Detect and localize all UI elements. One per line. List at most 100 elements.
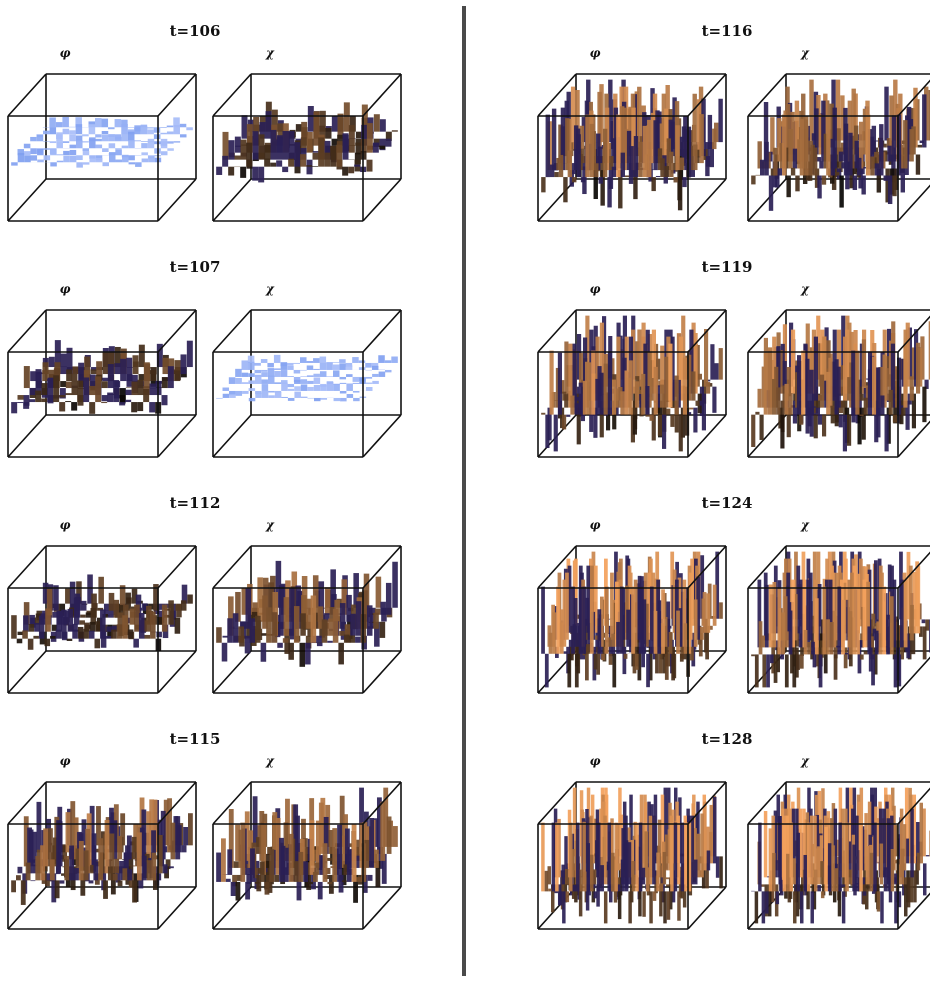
box-edge [747, 545, 787, 589]
surface-patch [380, 601, 386, 615]
surface-patch [303, 861, 309, 882]
surface-patch [55, 629, 62, 639]
surface-patch [568, 343, 573, 408]
surface-patch [286, 362, 294, 366]
surface-patch [306, 131, 313, 153]
time-label: t=119 [701, 258, 753, 276]
surface-patch [43, 148, 50, 150]
surface-patch [104, 820, 110, 874]
surface-patch [602, 128, 608, 178]
surface-patch [754, 654, 759, 688]
surface-patch [59, 402, 66, 412]
surface-patch [354, 164, 361, 167]
surface-patch [261, 390, 269, 398]
surface-patch [922, 626, 927, 660]
surface-patch [693, 407, 698, 433]
surface-patch [50, 162, 57, 167]
surface-patch [631, 586, 635, 654]
surface-patch [136, 832, 142, 881]
surface-patch [386, 816, 392, 854]
surface-patch [289, 588, 295, 636]
surface-patch [134, 140, 142, 142]
surface-patch [610, 852, 615, 892]
surface-patch [108, 152, 116, 163]
surface-patch [216, 397, 223, 399]
box-edge [687, 650, 727, 694]
surface-patch [310, 595, 317, 643]
surface-patch [911, 393, 916, 429]
surface-patch [225, 878, 231, 882]
surface-patch [132, 880, 137, 903]
box-edge [212, 73, 252, 117]
surface-patch [79, 620, 85, 625]
surface-patch [564, 394, 569, 408]
surface-patch [49, 859, 55, 881]
surface-patch [318, 137, 325, 167]
surface-patch [839, 175, 844, 208]
surface-patch [665, 877, 669, 880]
surface-patch [653, 366, 658, 415]
surface-patch [372, 143, 379, 153]
surface-patch [623, 653, 628, 659]
surface-patch [857, 407, 862, 445]
surface-patch [762, 654, 767, 688]
surface-patch [651, 177, 656, 192]
surface-patch [102, 148, 109, 153]
surface-patch [641, 373, 646, 415]
surface-patch [113, 380, 120, 403]
surface-patch [564, 869, 569, 885]
surface-patch [160, 138, 168, 149]
surface-patch [287, 365, 294, 370]
box-edge [687, 545, 727, 589]
surface-patch [43, 155, 51, 161]
surface-patch [101, 134, 109, 142]
surface-patch [634, 653, 639, 670]
surface-patch [37, 159, 44, 163]
surface-patch [657, 414, 662, 436]
surface-patch [353, 397, 360, 402]
phi-surface-plot [7, 309, 197, 458]
surface-patch [582, 586, 587, 654]
surface-patch [222, 387, 230, 391]
surface-patch [820, 891, 825, 899]
surface-patch [181, 845, 187, 853]
surface-patch [122, 615, 128, 639]
surface-patch [544, 870, 549, 892]
surface-patch [714, 363, 719, 380]
surface-patch [232, 613, 239, 643]
surface-patch [268, 395, 275, 398]
surface-patch [842, 414, 847, 452]
surface-patch [16, 875, 21, 881]
surface-patch [765, 891, 769, 914]
surface-patch [261, 379, 268, 384]
surface-patch [30, 136, 37, 142]
surface-patch [89, 621, 96, 632]
surface-patch [77, 626, 84, 639]
surface-patch [313, 358, 320, 363]
surface-patch [838, 151, 844, 162]
surface-patch [614, 822, 618, 892]
surface-patch [713, 796, 717, 864]
phi-label: φ [59, 518, 71, 532]
surface-patch [228, 140, 235, 160]
surface-patch [766, 654, 770, 688]
surface-patch [355, 142, 362, 146]
surface-patch [792, 654, 797, 688]
surface-patch [857, 157, 862, 176]
surface-patch [624, 175, 630, 178]
surface-patch [228, 166, 235, 176]
surface-patch [115, 159, 123, 163]
surface-patch [130, 865, 136, 867]
surface-patch [123, 852, 129, 874]
surface-patch [274, 382, 282, 384]
surface-patch [702, 592, 707, 633]
surface-patch [620, 391, 625, 415]
surface-patch [558, 154, 564, 178]
surface-patch [293, 362, 301, 364]
surface-patch [705, 156, 711, 167]
surface-patch [889, 596, 894, 655]
box-edge [157, 545, 197, 589]
surface-patch [365, 387, 373, 391]
surface-patch [809, 815, 814, 885]
